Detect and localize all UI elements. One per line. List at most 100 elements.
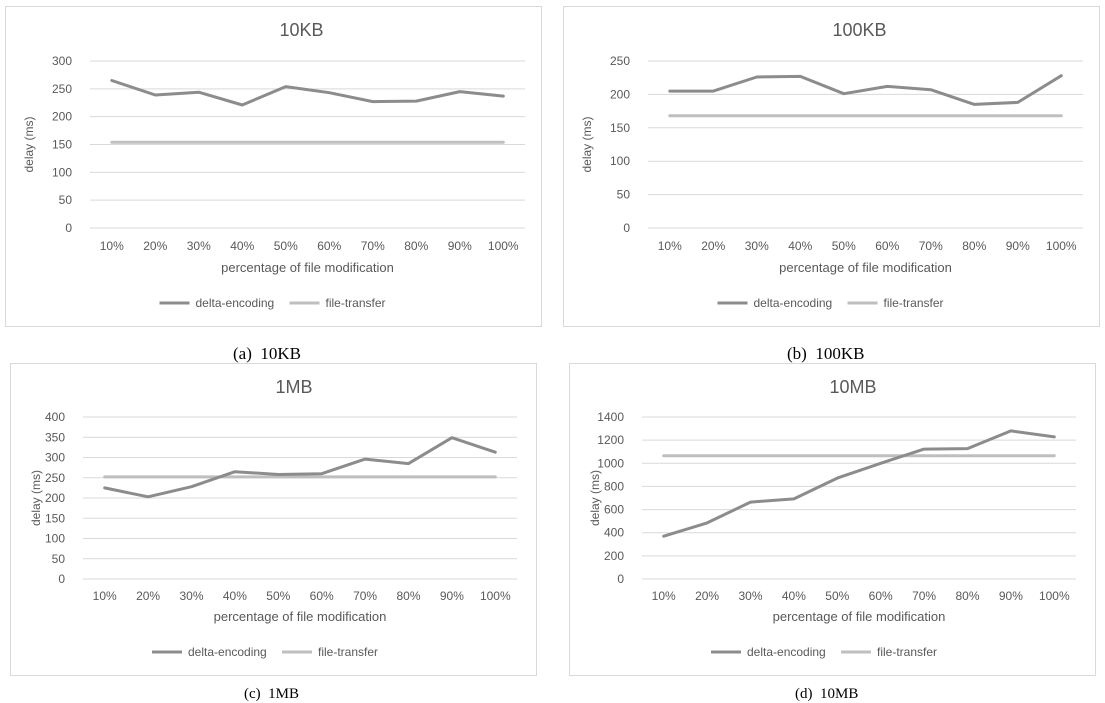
x-tick-label: 20%	[143, 239, 167, 253]
y-tick-label: 800	[604, 479, 624, 493]
y-tick-label: 200	[610, 87, 630, 101]
y-tick-label: 400	[604, 526, 624, 540]
y-axis-label: delay (ms)	[29, 470, 43, 526]
x-tick-label: 50%	[266, 589, 290, 603]
y-axis-label: delay (ms)	[22, 116, 36, 172]
y-tick-label: 1200	[597, 433, 624, 447]
x-tick-label: 70%	[919, 239, 943, 253]
y-tick-label: 600	[604, 503, 624, 517]
legend-label: file-transfer	[877, 645, 937, 659]
series-line-delta-encoding	[110, 79, 505, 107]
caption-a: (a) 10KB	[233, 344, 301, 363]
x-axis-label: percentage of file modification	[214, 609, 387, 624]
x-tick-label: 40%	[223, 589, 247, 603]
y-tick-label: 250	[45, 471, 65, 485]
x-tick-label: 50%	[832, 239, 856, 253]
y-tick-label: 50	[59, 193, 73, 207]
chart-1mb: 1MB 0 50 100 150 200 250 300 350 400 10% 20% 30% 40% 5…	[10, 363, 537, 676]
y-tick-label: 150	[52, 138, 72, 152]
y-tick-label: 0	[65, 221, 72, 235]
chart-1mb-svg: 1MB 0 50 100 150 200 250 300 350 400 10% 20% 30% 40% 5…	[10, 363, 537, 676]
y-tick-label: 0	[58, 572, 65, 586]
x-tick-label: 30%	[187, 239, 211, 253]
legend-label: file-transfer	[318, 645, 378, 659]
x-tick-label: 100%	[1046, 239, 1077, 253]
y-tick-label: 50	[617, 188, 631, 202]
x-tick-label: 90%	[440, 589, 464, 603]
legend-label: delta-encoding	[754, 296, 833, 310]
x-tick-label: 20%	[701, 239, 725, 253]
chart-100kb: 100KB 0 50 100 150 200 250 10% 20% 30% 40% 50% 60% 70…	[563, 6, 1100, 327]
chart-10mb: 10MB 0 200 400 600 800 1000 1200 1400 10% 20% 30% 40…	[569, 363, 1096, 676]
chart-title: 100KB	[832, 20, 886, 40]
y-tick-label: 0	[623, 221, 630, 235]
x-tick-label: 10%	[93, 589, 117, 603]
chart-border	[5, 6, 542, 327]
x-tick-label: 60%	[317, 239, 341, 253]
x-axis-label: percentage of file modification	[221, 260, 394, 275]
x-tick-label: 30%	[738, 589, 762, 603]
y-tick-label: 200	[604, 549, 624, 563]
y-tick-label: 400	[45, 410, 65, 424]
x-tick-label: 70%	[361, 239, 385, 253]
series-line-delta-encoding	[662, 429, 1056, 538]
chart-10mb-svg: 10MB 0 200 400 600 800 1000 1200 1400 10% 20% 30% 40…	[569, 363, 1096, 676]
y-tick-label: 100	[610, 154, 630, 168]
y-tick-label: 100	[45, 532, 65, 546]
chart-title: 10KB	[279, 20, 323, 40]
y-tick-label: 350	[45, 430, 65, 444]
chart-100kb-svg: 100KB 0 50 100 150 200 250 10% 20% 30% 40% 50% 60% 70…	[563, 6, 1100, 327]
legend-label: delta-encoding	[747, 645, 826, 659]
x-tick-label: 40%	[230, 239, 254, 253]
x-tick-label: 50%	[825, 589, 849, 603]
x-tick-label: 60%	[875, 239, 899, 253]
series-line-delta-encoding	[103, 436, 497, 499]
x-tick-label: 90%	[448, 239, 472, 253]
y-tick-label: 100	[52, 165, 72, 179]
chart-border	[569, 363, 1096, 676]
x-axis-label: percentage of file modification	[779, 260, 952, 275]
y-axis-label: delay (ms)	[580, 116, 594, 172]
y-tick-label: 1000	[597, 456, 624, 470]
y-tick-label: 250	[610, 54, 630, 68]
chart-border	[10, 363, 537, 676]
y-tick-label: 150	[610, 121, 630, 135]
y-tick-label: 1400	[597, 410, 624, 424]
caption-d: (d) 10MB	[795, 686, 859, 702]
x-tick-label: 80%	[962, 239, 986, 253]
caption-c: (c) 1MB	[244, 686, 299, 702]
y-tick-label: 250	[52, 82, 72, 96]
chart-10kb: 10KB 0 50 100 150 200 250 300 10% 20% 30% 40% 50% 60%…	[5, 6, 542, 327]
x-axis-label: percentage of file modification	[773, 609, 946, 624]
x-tick-label: 10%	[658, 239, 682, 253]
y-tick-label: 150	[45, 511, 65, 525]
y-tick-label: 200	[45, 491, 65, 505]
y-tick-label: 0	[617, 572, 624, 586]
y-tick-label: 300	[52, 54, 72, 68]
x-tick-label: 30%	[179, 589, 203, 603]
chart-10kb-svg: 10KB 0 50 100 150 200 250 300 10% 20% 30% 40% 50% 60%…	[5, 6, 542, 327]
x-tick-label: 30%	[745, 239, 769, 253]
x-tick-label: 100%	[488, 239, 519, 253]
y-axis-label: delay (ms)	[588, 470, 602, 526]
legend-label: delta-encoding	[188, 645, 267, 659]
x-tick-label: 80%	[955, 589, 979, 603]
x-tick-label: 70%	[912, 589, 936, 603]
x-tick-label: 10%	[652, 589, 676, 603]
x-tick-label: 20%	[695, 589, 719, 603]
y-tick-label: 200	[52, 110, 72, 124]
chart-border	[563, 6, 1100, 327]
legend-label: file-transfer	[326, 296, 386, 310]
x-tick-label: 50%	[274, 239, 298, 253]
x-tick-label: 70%	[353, 589, 377, 603]
x-tick-label: 80%	[396, 589, 420, 603]
chart-title: 10MB	[829, 377, 876, 397]
chart-title: 1MB	[275, 377, 312, 397]
series-line-delta-encoding	[668, 74, 1063, 106]
y-tick-label: 300	[45, 451, 65, 465]
legend-label: delta-encoding	[196, 296, 275, 310]
x-tick-label: 60%	[310, 589, 334, 603]
x-tick-label: 100%	[480, 589, 511, 603]
caption-b: (b) 100KB	[787, 344, 865, 363]
legend-label: file-transfer	[884, 296, 944, 310]
